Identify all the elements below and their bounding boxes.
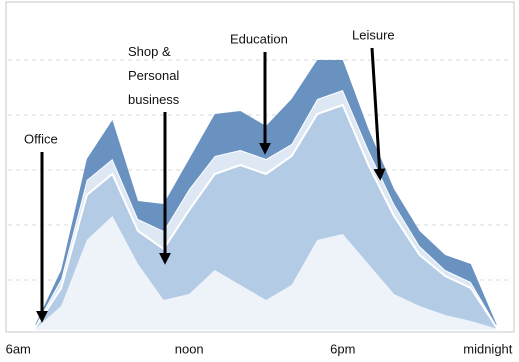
area: [35, 216, 497, 330]
x-tick-label: 6am: [6, 341, 31, 356]
x-tick-label: 6pm: [330, 341, 355, 356]
annotation-label: Education: [230, 31, 288, 46]
area: [35, 105, 497, 329]
annotation-label: Leisure: [352, 27, 395, 42]
annotations: Office Shop & Personal business Educatio…: [24, 27, 395, 323]
x-tick-label: noon: [175, 341, 204, 356]
annotation-label: Shop & Personal business: [128, 44, 180, 107]
annotation-box: Shop & Personal business: [128, 44, 180, 107]
arrow: [370, 47, 386, 181]
area: [34, 88, 498, 331]
area: [35, 60, 497, 326]
areas: [34, 60, 498, 331]
x-tick-label: midnight: [463, 341, 513, 356]
annotation-label: Office: [24, 131, 58, 146]
